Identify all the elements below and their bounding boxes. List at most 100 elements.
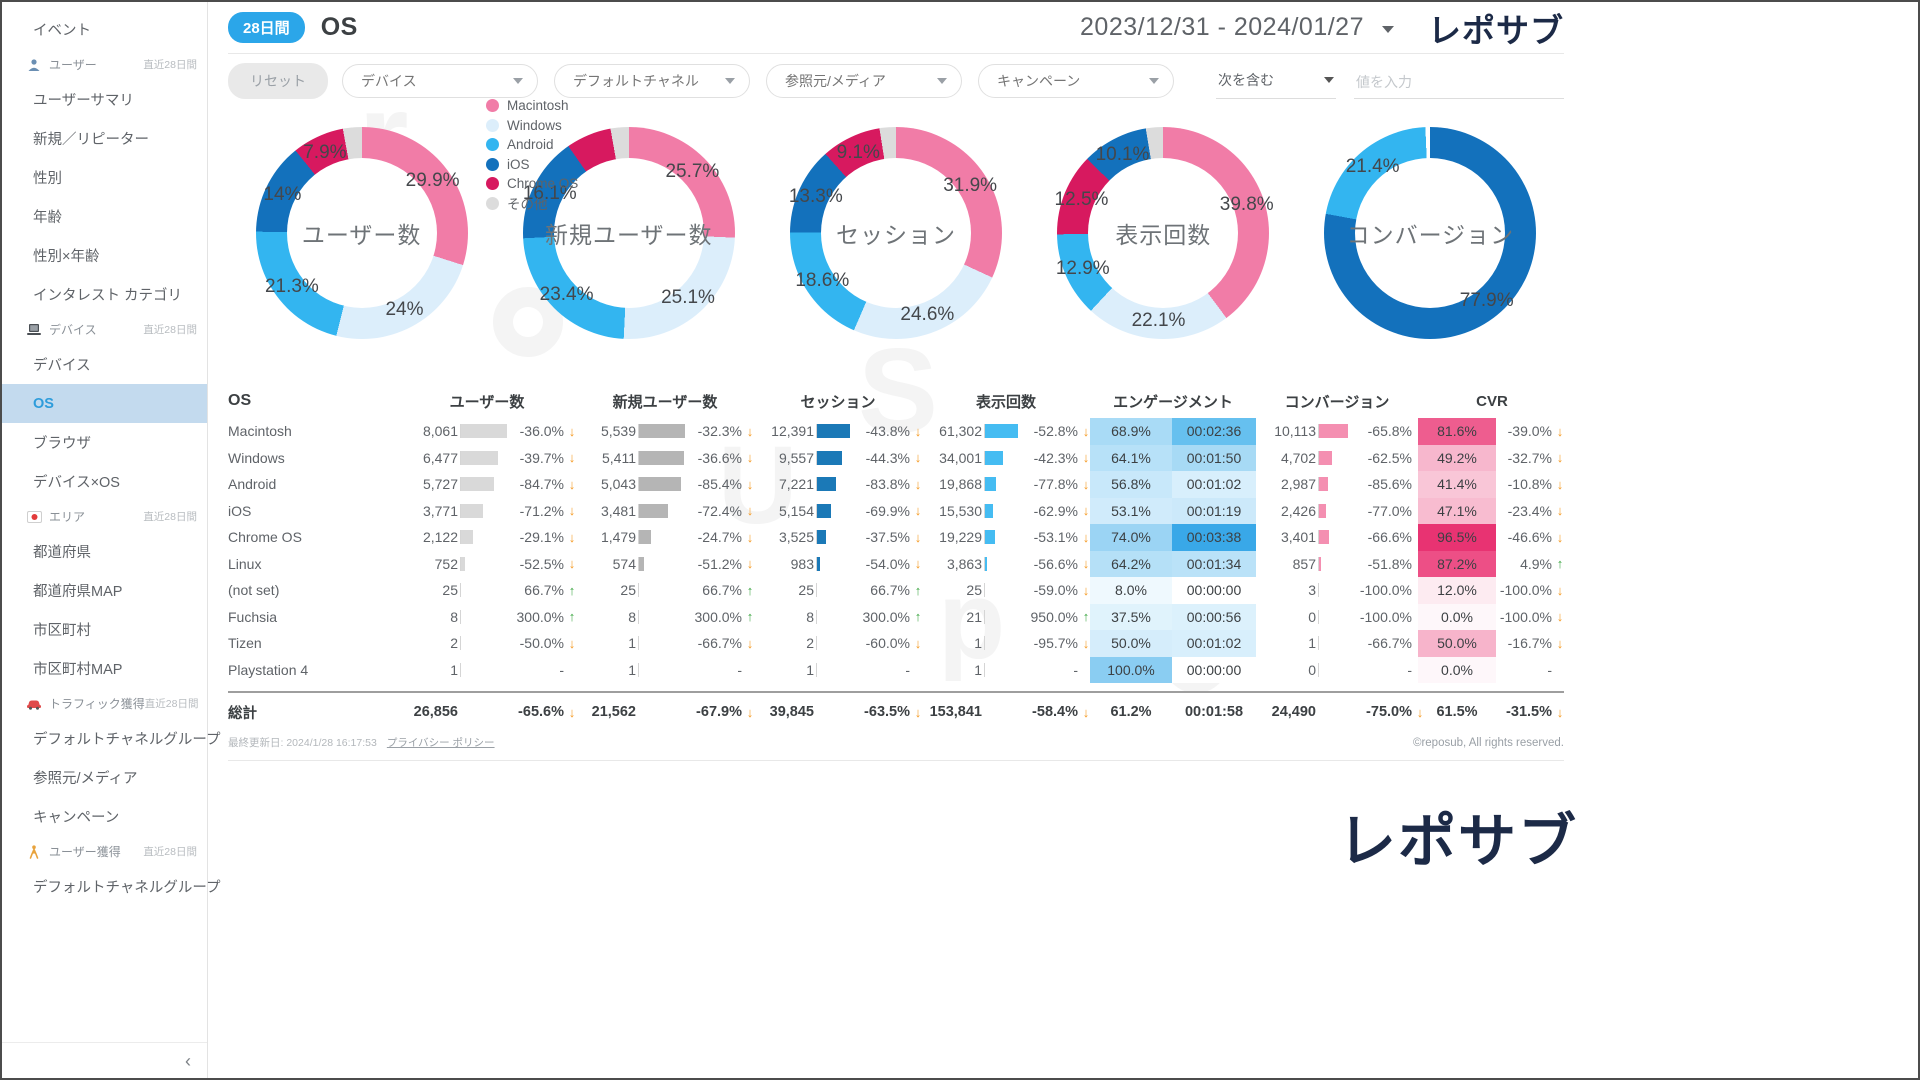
condition-select[interactable]: 次を含む [1216, 64, 1336, 99]
engagement-time: 00:03:38 [1172, 524, 1256, 551]
new_users-change: -36.6% [697, 449, 742, 466]
filter-dropdown-1[interactable]: デフォルトチャネル [554, 64, 750, 98]
table-row: Chrome OS 2,122 -29.1% ↓ 1,479 -24.7% ↓ 3,525 -3… [228, 524, 1564, 551]
sidebar-item-12[interactable]: デバイス×OS [33, 475, 120, 491]
sidebar-item-5[interactable]: 年齢 [33, 210, 62, 226]
sessions-bar [816, 477, 854, 492]
filter-dropdown-2[interactable]: 参照元/メディア [766, 64, 962, 98]
conv-change: -66.7% [1367, 635, 1412, 652]
privacy-policy-link[interactable]: プライバシー ポリシー [386, 737, 495, 749]
conv-bar [1318, 530, 1356, 545]
donut-chart-0: ユーザー数 29.9% 24% 21.3% 14% 7.9% [255, 127, 468, 339]
sidebar-item-10[interactable]: OS [2, 384, 207, 423]
conv-bar [1318, 477, 1356, 492]
condition-label: 次を含む [1218, 71, 1274, 88]
slice-label: 7.9% [303, 142, 347, 164]
table-total-row: 総計 26,856 -65.6% ↓ 21,562 -67.9% ↓ 39,845 -63.5%… [228, 691, 1564, 731]
cvr-value: 50.0% [1418, 630, 1496, 657]
donut-title: 新規ユーザー数 [545, 222, 713, 248]
filter-dropdown-label: 参照元/メディア [785, 73, 886, 89]
sidebar-item-3[interactable]: 新規／リピーター [33, 132, 149, 148]
sidebar-item-0[interactable]: イベント [33, 23, 91, 39]
sidebar-item-23[interactable]: デフォルトチャネルグループ [33, 880, 221, 896]
down-arrow-icon: ↓ [914, 450, 922, 466]
legend-item: Android [486, 135, 578, 155]
app-logo: レポサブ [1428, 11, 1564, 49]
donut-chart-4: コンバージョン 77.9% 21.4% [1324, 127, 1537, 339]
conv-bar [1318, 662, 1356, 677]
engagement-rate: 61.2% [1110, 703, 1152, 720]
sessions-change: -37.5% [865, 529, 910, 546]
views-change: -59.0% [1033, 582, 1078, 599]
new_users-change: -67.9% [696, 704, 742, 720]
sidebar-section-period: 直近28日間 [144, 698, 199, 710]
users-bar [460, 450, 512, 465]
filter-dropdown-0[interactable]: デバイス [342, 64, 538, 98]
slice-label: 25.7% [665, 161, 720, 183]
users-value: 8 [450, 608, 458, 625]
sidebar-collapse-icon[interactable]: ‹ [185, 1050, 191, 1071]
donut-title: ユーザー数 [301, 222, 422, 248]
sidebar-item-15[interactable]: 都道府県MAP [33, 584, 123, 600]
slice-label: 77.9% [1459, 289, 1514, 311]
down-arrow-icon: ↓ [568, 476, 576, 492]
new_users-value: 1 [628, 661, 636, 678]
sidebar-section-label: ユーザー獲得 [49, 845, 121, 859]
sessions-value: 7,221 [778, 476, 814, 493]
users-value: 1 [450, 661, 458, 678]
users-value: 6,477 [422, 449, 458, 466]
sidebar-item-17[interactable]: 市区町村MAP [33, 662, 123, 678]
date-range-picker[interactable]: 2023/12/31 - 2024/01/27 [1080, 13, 1364, 41]
filter-dropdown-label: デバイス [361, 73, 417, 89]
conv-value: 2,426 [1280, 502, 1316, 519]
sidebar-item-19[interactable]: デフォルトチャネルグループ [33, 732, 221, 748]
reset-button[interactable]: リセット [228, 63, 328, 99]
views-value: 19,229 [939, 529, 982, 546]
new_users-change: -85.4% [697, 476, 742, 493]
sessions-value: 9,557 [778, 449, 814, 466]
sidebar-section-label: エリア [49, 510, 86, 524]
views-bar [984, 530, 1022, 545]
sidebar-item-4[interactable]: 性別 [33, 171, 62, 187]
conv-bar [1318, 424, 1356, 439]
users-bar [460, 609, 512, 624]
os-name: Linux [228, 555, 262, 572]
column-header-5: エンゲージメント [1113, 393, 1233, 411]
sidebar-item-7[interactable]: インタレスト カテゴリ [33, 288, 183, 304]
sidebar-item-6[interactable]: 性別×年齢 [33, 249, 100, 265]
sidebar-item-9[interactable]: デバイス [33, 358, 91, 374]
sidebar-item-16[interactable]: 市区町村 [33, 623, 91, 639]
sidebar-item-2[interactable]: ユーザーサマリ [33, 93, 134, 109]
engagement-time: 00:00:56 [1172, 603, 1256, 630]
date-caret-icon[interactable] [1382, 26, 1394, 33]
new_users-bar [638, 556, 690, 571]
engagement-time: 00:01:02 [1172, 630, 1256, 657]
column-header-0: OS [228, 392, 252, 409]
users-change: -52.5% [519, 555, 564, 572]
cvr-change: -46.6% [1507, 529, 1552, 546]
sessions-change: -69.9% [865, 502, 910, 519]
users-value: 3,771 [422, 502, 458, 519]
conv-bar [1318, 450, 1356, 465]
os-name: Macintosh [228, 423, 292, 440]
sessions-value: 8 [806, 608, 814, 625]
engagement-time: 00:01:34 [1172, 550, 1256, 577]
value-input[interactable] [1354, 67, 1564, 99]
chevron-down-icon [1324, 76, 1334, 83]
legend-item: Macintosh [486, 96, 578, 116]
engagement-rate: 53.1% [1090, 497, 1172, 524]
slice-label: 21.4% [1345, 155, 1400, 177]
sidebar-item-11[interactable]: ブラウザ [33, 436, 91, 452]
sidebar-section-period: 直近28日間 [143, 59, 197, 71]
donut-charts-row: Macintosh Windows Android iOS Chrome OS その他 ユ… [228, 98, 1564, 368]
up-arrow-icon: ↑ [746, 609, 754, 625]
user-icon [26, 58, 42, 72]
sessions-change: - [905, 661, 910, 678]
sidebar-item-21[interactable]: キャンペーン [33, 810, 120, 826]
views-value: 61,302 [939, 423, 982, 440]
filter-dropdown-3[interactable]: キャンペーン [978, 64, 1174, 98]
new_users-bar [638, 424, 690, 439]
sidebar-item-20[interactable]: 参照元/メディア [33, 771, 138, 787]
sidebar-item-14[interactable]: 都道府県 [33, 545, 91, 561]
users-change: -65.6% [518, 704, 564, 720]
